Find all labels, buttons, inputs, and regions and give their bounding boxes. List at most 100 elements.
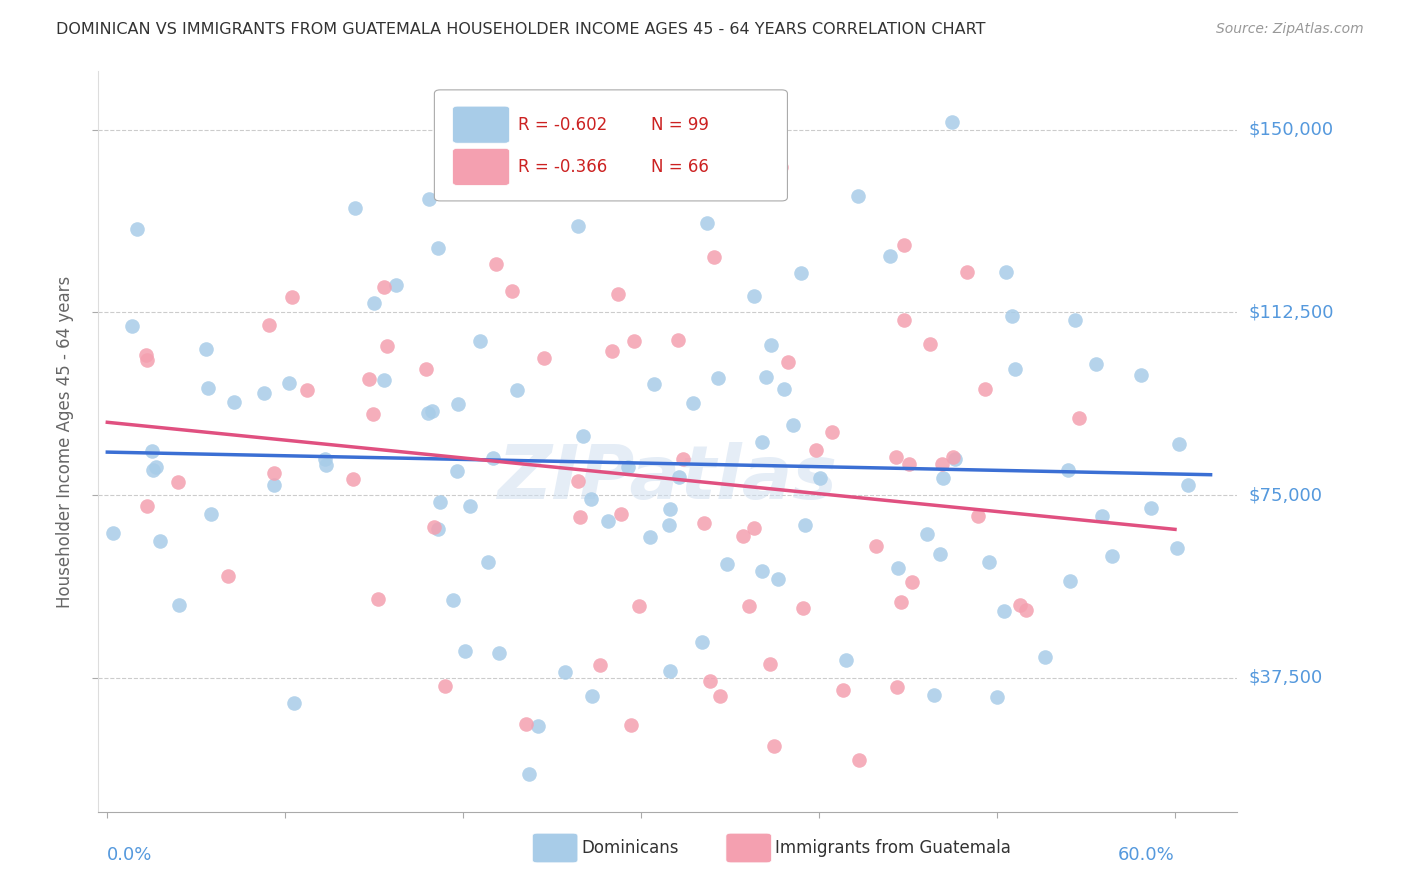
Point xyxy=(658,501,681,516)
Point xyxy=(834,653,856,667)
Text: ZIPatlas: ZIPatlas xyxy=(498,442,838,515)
Text: $112,500: $112,500 xyxy=(1249,303,1334,321)
Point xyxy=(103,525,125,540)
Point xyxy=(222,395,245,409)
Point xyxy=(135,348,157,362)
Point xyxy=(707,371,730,385)
Point xyxy=(758,657,780,671)
Point xyxy=(941,115,963,129)
Point xyxy=(929,548,952,562)
Point xyxy=(668,470,690,484)
Point xyxy=(567,474,589,488)
Point xyxy=(596,514,619,528)
Text: $150,000: $150,000 xyxy=(1249,120,1333,139)
Point xyxy=(257,318,280,332)
Point xyxy=(506,383,529,397)
Point xyxy=(915,527,938,541)
Point xyxy=(731,529,754,543)
Point xyxy=(751,564,773,578)
Point xyxy=(197,381,219,395)
Point xyxy=(415,361,437,376)
Point xyxy=(682,396,704,410)
Point xyxy=(696,216,718,230)
Point xyxy=(977,555,1000,569)
Point xyxy=(136,352,159,367)
Point xyxy=(1091,509,1114,524)
Point xyxy=(942,450,965,464)
Point xyxy=(361,407,384,421)
Point xyxy=(554,665,576,679)
Point xyxy=(1063,313,1085,327)
FancyBboxPatch shape xyxy=(453,148,509,186)
Point xyxy=(846,189,869,203)
Point xyxy=(759,338,782,352)
Point xyxy=(617,460,640,475)
Point xyxy=(375,339,398,353)
Point xyxy=(931,457,953,471)
Point xyxy=(517,766,540,780)
Point xyxy=(865,540,887,554)
Point xyxy=(283,696,305,710)
Point xyxy=(295,383,318,397)
Point xyxy=(373,373,395,387)
Point xyxy=(1059,574,1081,589)
Point xyxy=(359,372,381,386)
Text: $37,500: $37,500 xyxy=(1249,669,1323,687)
Point xyxy=(482,450,505,465)
Point xyxy=(922,688,945,702)
Point xyxy=(200,507,222,521)
Point xyxy=(278,376,301,391)
Point xyxy=(135,500,157,514)
Point xyxy=(315,458,337,473)
Text: R = -0.366: R = -0.366 xyxy=(517,158,607,176)
Point xyxy=(610,507,633,521)
Point xyxy=(920,337,942,351)
Point xyxy=(1033,649,1056,664)
Point xyxy=(567,219,589,233)
Point xyxy=(426,241,449,255)
Point xyxy=(966,508,988,523)
Point xyxy=(643,377,665,392)
Point xyxy=(793,517,815,532)
Point xyxy=(1015,603,1038,617)
Point xyxy=(790,266,813,280)
Point xyxy=(762,739,785,753)
Point xyxy=(447,397,470,411)
FancyBboxPatch shape xyxy=(453,106,509,144)
Point xyxy=(1057,463,1080,477)
Point xyxy=(699,674,721,689)
Point xyxy=(742,521,765,535)
Point xyxy=(884,450,907,464)
Point xyxy=(755,369,778,384)
Point xyxy=(454,644,477,658)
Point xyxy=(169,598,191,612)
Point xyxy=(974,382,997,396)
Point xyxy=(955,265,977,279)
Point xyxy=(893,238,915,252)
Point xyxy=(488,647,510,661)
Text: Dominicans: Dominicans xyxy=(581,839,679,857)
Point xyxy=(600,344,623,359)
Point xyxy=(149,533,172,548)
Point xyxy=(342,472,364,486)
Point xyxy=(501,284,523,298)
Point xyxy=(1004,362,1026,376)
Point xyxy=(569,510,592,524)
Point xyxy=(879,249,901,263)
Point xyxy=(890,595,912,609)
Point xyxy=(384,278,406,293)
Point xyxy=(581,690,603,704)
Point xyxy=(886,561,908,575)
Point xyxy=(738,599,761,614)
Point xyxy=(217,569,239,583)
Point xyxy=(125,222,148,236)
Point xyxy=(1166,541,1188,555)
Point xyxy=(589,658,612,673)
Text: R = -0.602: R = -0.602 xyxy=(517,116,607,134)
Point xyxy=(485,257,508,271)
Point xyxy=(367,592,389,607)
Point xyxy=(263,478,285,492)
Text: 60.0%: 60.0% xyxy=(1118,847,1175,864)
Text: DOMINICAN VS IMMIGRANTS FROM GUATEMALA HOUSEHOLDER INCOME AGES 45 - 64 YEARS COR: DOMINICAN VS IMMIGRANTS FROM GUATEMALA H… xyxy=(56,22,986,37)
Point xyxy=(1001,309,1024,323)
